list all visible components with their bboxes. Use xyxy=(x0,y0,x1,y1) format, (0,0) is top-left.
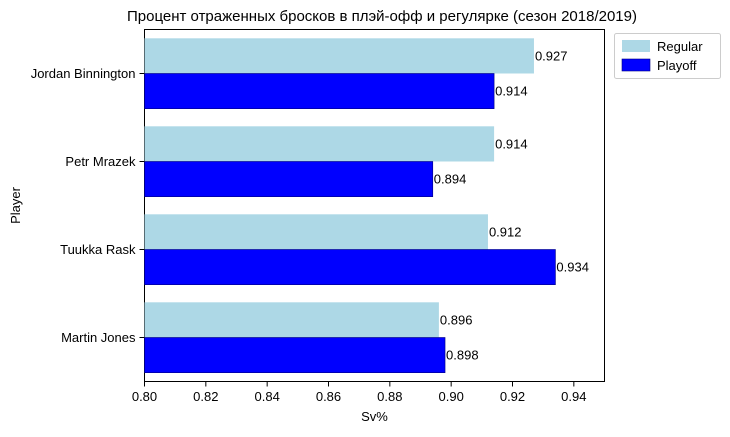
bar-value-label: 0.914 xyxy=(495,136,528,151)
chart-title: Процент отраженных бросков в плэй-офф и … xyxy=(127,8,637,25)
bar-playoff-jordan-binnington[interactable] xyxy=(144,73,495,110)
legend-swatch-regular xyxy=(622,40,650,52)
bar-regular-petr-mrazek[interactable] xyxy=(144,126,495,162)
bar-value-label: 0.912 xyxy=(489,224,522,239)
y-tick-label-martin-jones: Martin Jones xyxy=(61,330,136,345)
bar-regular-tuukka-rask[interactable] xyxy=(144,214,488,250)
bars-layer: 0.927 0.914 0.914 0.894 0.912 0.934 0.896 0.898 xyxy=(144,38,589,374)
bar-value-label: 0.927 xyxy=(535,48,568,63)
bar-playoff-petr-mrazek[interactable] xyxy=(144,161,434,198)
x-tick-label: 0.82 xyxy=(193,389,218,404)
y-tick-label-petr-mrazek: Petr Mrazek xyxy=(65,154,136,169)
bar-value-label: 0.894 xyxy=(434,172,467,187)
legend-label-playoff: Playoff xyxy=(657,58,697,73)
x-axis-label: Sv% xyxy=(361,409,388,424)
x-tick-label: 0.92 xyxy=(500,389,525,404)
bar-value-label: 0.914 xyxy=(495,84,528,99)
bar-regular-martin-jones[interactable] xyxy=(144,302,439,338)
bar-value-label: 0.896 xyxy=(440,312,473,327)
x-tick-label: 0.86 xyxy=(316,389,341,404)
bar-regular-jordan-binnington[interactable] xyxy=(144,38,534,74)
x-tick-label: 0.94 xyxy=(561,389,586,404)
x-tick-label: 0.88 xyxy=(377,389,402,404)
plot-frame xyxy=(144,29,605,382)
x-tick-label: 0.80 xyxy=(132,389,157,404)
y-tick-label-jordan-binnington: Jordan Binnington xyxy=(31,66,136,81)
y-tick-label-tuukka-rask: Tuukka Rask xyxy=(60,242,136,257)
bar-value-label: 0.898 xyxy=(446,348,479,363)
legend-label-regular: Regular xyxy=(657,39,703,54)
legend-swatch-playoff xyxy=(621,58,651,72)
bar-playoff-tuukka-rask[interactable] xyxy=(144,249,556,286)
y-axis-label: Player xyxy=(8,186,23,224)
x-axis: 0.80 0.82 0.84 0.86 0.88 0.90 0.92 0.94 xyxy=(132,381,586,404)
x-tick-label: 0.90 xyxy=(439,389,464,404)
bar-value-label: 0.934 xyxy=(556,260,589,275)
legend[interactable]: Regular Playoff xyxy=(614,33,721,79)
x-tick-label: 0.84 xyxy=(255,389,280,404)
y-axis: Jordan Binnington Petr Mrazek Tuukka Rask M… xyxy=(31,66,145,345)
bar-playoff-martin-jones[interactable] xyxy=(144,337,446,374)
